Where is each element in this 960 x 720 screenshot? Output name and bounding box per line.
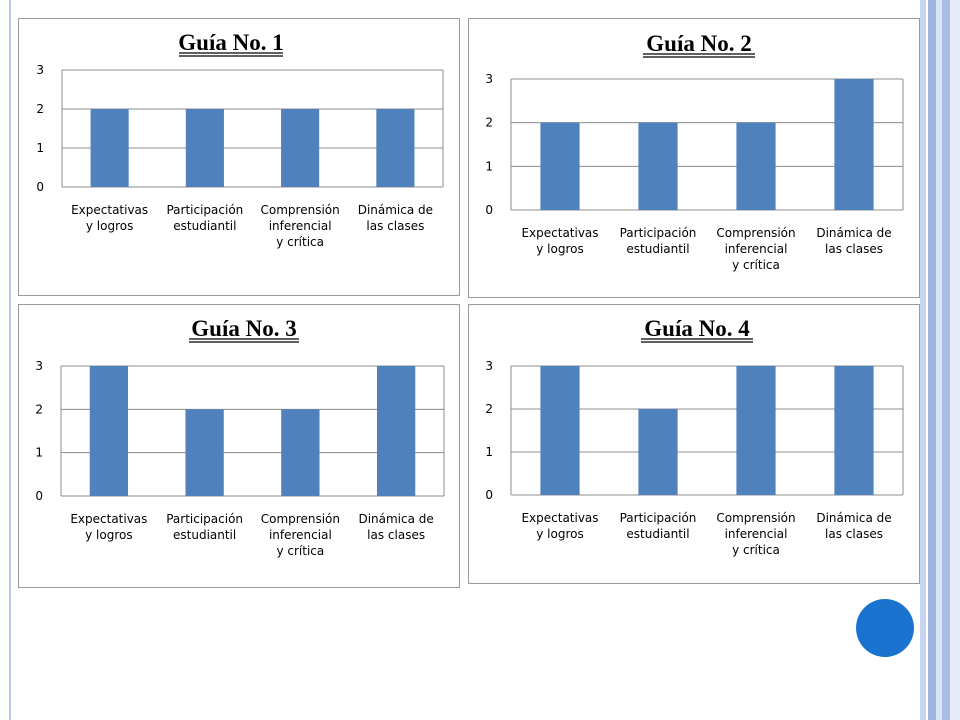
- y-tick-label: 2: [36, 102, 44, 116]
- chart-y-axis: 0 1 2 3: [35, 359, 43, 503]
- y-tick-label: 1: [485, 159, 493, 173]
- y-tick-label: 0: [485, 488, 493, 502]
- category-label: Expectativas: [70, 512, 147, 526]
- y-tick-label: 1: [36, 141, 44, 155]
- category-label: inferencial: [269, 219, 332, 233]
- bar-1: [540, 122, 580, 210]
- category-label: las clases: [825, 527, 883, 541]
- category-label: inferencial: [269, 528, 332, 542]
- category-label: y logros: [86, 219, 133, 233]
- bar-2: [638, 409, 678, 495]
- category-label: y logros: [85, 528, 132, 542]
- chart-y-axis: 0 1 2 3: [36, 63, 44, 194]
- y-tick-label: 0: [35, 489, 43, 503]
- chart-guia-3: Guía No. 3 0 1 2 3 Expectativas y logros Part…: [18, 304, 460, 588]
- category-label: Participación: [620, 511, 697, 525]
- category-label: y logros: [536, 527, 583, 541]
- category-label: Participación: [166, 203, 243, 217]
- chart-title: Guía No. 2: [646, 31, 751, 56]
- y-tick-label: 0: [36, 180, 44, 194]
- category-label: las clases: [825, 242, 883, 256]
- y-tick-label: 2: [35, 402, 43, 416]
- bar-3: [281, 409, 320, 496]
- chart-guia-2: Guía No. 2 0 1 2 3 Expectativas y logros Part…: [468, 18, 920, 298]
- category-label: estudiantil: [626, 527, 689, 541]
- category-label: Comprensión: [716, 511, 795, 525]
- chart-x-axis: Expectativas y logros Participación estudia…: [521, 511, 891, 557]
- y-tick-label: 2: [485, 402, 493, 416]
- category-label: Expectativas: [521, 511, 598, 525]
- category-label: Comprensión: [261, 203, 340, 217]
- bar-3: [281, 109, 320, 187]
- chart-guia-1-svg: Guía No. 1 0 1 2 3 Expectativas y logros Part…: [36, 30, 444, 249]
- category-label: estudiantil: [173, 219, 236, 233]
- bar-4: [376, 109, 415, 187]
- y-tick-label: 3: [36, 63, 44, 77]
- chart-x-axis: Expectativas y logros Participación estudia…: [521, 226, 891, 272]
- y-tick-label: 3: [35, 359, 43, 373]
- chart-guia-3-svg: Guía No. 3 0 1 2 3 Expectativas y logros Part…: [35, 316, 445, 558]
- y-tick-label: 1: [485, 445, 493, 459]
- y-tick-label: 3: [485, 72, 493, 86]
- bar-2: [185, 409, 224, 496]
- chart-bars: [540, 79, 874, 210]
- category-label: Comprensión: [261, 512, 340, 526]
- slide-left-rule: [9, 0, 11, 720]
- y-tick-label: 0: [485, 203, 493, 217]
- bar-4: [834, 366, 874, 495]
- chart-title: Guía No. 4: [644, 316, 750, 341]
- category-label: y logros: [536, 242, 583, 256]
- category-label: estudiantil: [626, 242, 689, 256]
- chart-title: Guía No. 1: [178, 30, 283, 55]
- category-label: y crítica: [276, 544, 324, 558]
- category-label: y crítica: [732, 258, 780, 272]
- chart-guia-4-svg: Guía No. 4 0 1 2 3 Expectativas y logros Part…: [485, 316, 904, 557]
- category-label: las clases: [367, 528, 425, 542]
- chart-x-axis: Expectativas y logros Participación estudia…: [70, 512, 433, 558]
- bar-2: [185, 109, 224, 187]
- y-tick-label: 1: [35, 446, 43, 460]
- category-label: inferencial: [725, 242, 788, 256]
- slide-right-frame: [918, 0, 960, 720]
- chart-title: Guía No. 3: [191, 316, 296, 341]
- category-label: Dinámica de: [358, 203, 433, 217]
- chart-y-axis: 0 1 2 3: [485, 359, 493, 502]
- chart-y-axis: 0 1 2 3: [485, 72, 493, 217]
- category-label: y crítica: [732, 543, 780, 557]
- chart-bars: [89, 366, 416, 496]
- chart-guia-4: Guía No. 4 0 1 2 3 Expectativas y logros Part…: [468, 304, 920, 584]
- chart-guia-2-svg: Guía No. 2 0 1 2 3 Expectativas y logros Part…: [485, 31, 904, 272]
- chart-bars: [90, 109, 415, 187]
- bar-2: [638, 122, 678, 210]
- chart-bars: [540, 366, 874, 495]
- bar-4: [376, 366, 416, 496]
- category-label: Expectativas: [521, 226, 598, 240]
- category-label: las clases: [366, 219, 424, 233]
- bar-1: [89, 366, 129, 496]
- chart-x-axis: Expectativas y logros Participación estudia…: [71, 203, 433, 249]
- bar-4: [834, 79, 874, 210]
- y-tick-label: 3: [485, 359, 493, 373]
- bar-3: [736, 122, 776, 210]
- category-label: Comprensión: [716, 226, 795, 240]
- category-label: Participación: [620, 226, 697, 240]
- category-label: Expectativas: [71, 203, 148, 217]
- category-label: y crítica: [276, 235, 324, 249]
- bar-1: [90, 109, 129, 187]
- category-label: Participación: [166, 512, 243, 526]
- category-label: Dinámica de: [816, 511, 891, 525]
- blue-circle-decoration: [856, 599, 914, 657]
- category-label: Dinámica de: [358, 512, 433, 526]
- category-label: Dinámica de: [816, 226, 891, 240]
- bar-3: [736, 366, 776, 495]
- y-tick-label: 2: [485, 116, 493, 130]
- category-label: estudiantil: [173, 528, 236, 542]
- chart-guia-1: Guía No. 1 0 1 2 3 Expectativas y logros Part…: [18, 18, 460, 296]
- category-label: inferencial: [725, 527, 788, 541]
- bar-1: [540, 366, 580, 495]
